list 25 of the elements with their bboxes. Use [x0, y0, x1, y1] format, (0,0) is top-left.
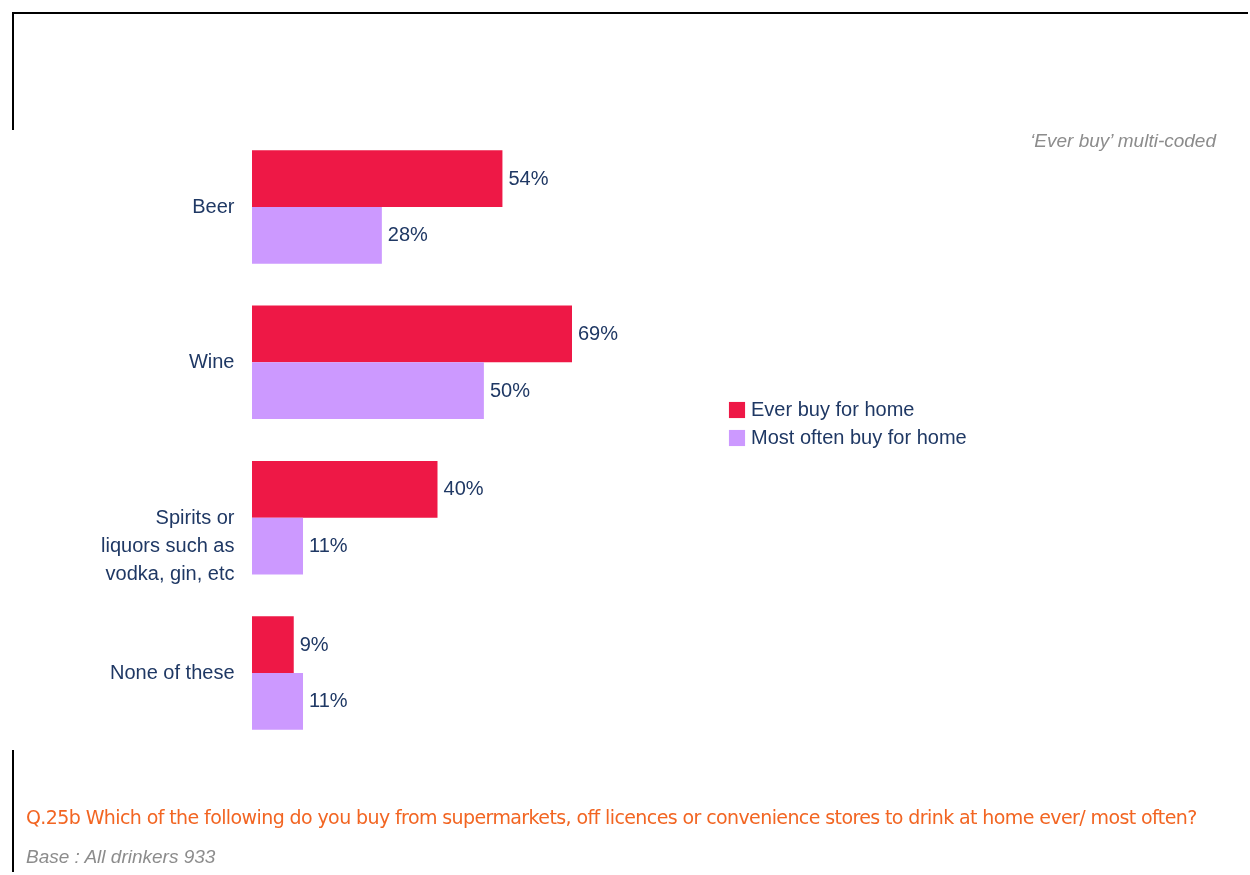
- bar: [252, 460, 438, 518]
- bar: [252, 517, 304, 575]
- legend-label: Most often buy for home: [751, 426, 967, 448]
- y-tick-label: Wine: [188, 350, 235, 373]
- bar: [252, 362, 484, 420]
- y-tick-label: Spirits or liquors such as vodka, gin, etc: [101, 505, 235, 584]
- bar: [252, 150, 503, 207]
- text: ‘Ever buy’ multi-coded: [1030, 130, 1216, 152]
- bar: [252, 673, 304, 730]
- data-label: 69%: [578, 321, 619, 344]
- text: Q.25b Which of the following do you buy from supermarkets, off licences or convenience stores to drink at home ever/ most often?: [26, 806, 1197, 828]
- data-label: 28%: [387, 223, 429, 246]
- data-label: 9%: [299, 632, 329, 655]
- data-label: 50%: [489, 378, 531, 401]
- bar: [252, 305, 572, 363]
- y-tick-label: Beer: [192, 194, 235, 217]
- bar: [252, 616, 294, 674]
- y-tick-label: None of these: [109, 661, 235, 684]
- bar: [252, 206, 382, 264]
- data-label: 11%: [309, 689, 348, 712]
- data-label: 40%: [443, 477, 484, 500]
- legend-label: Ever buy for home: [751, 398, 915, 420]
- text: Base : All drinkers 933: [26, 846, 216, 868]
- data-label: 54%: [508, 166, 549, 189]
- data-label: 11%: [309, 534, 348, 557]
